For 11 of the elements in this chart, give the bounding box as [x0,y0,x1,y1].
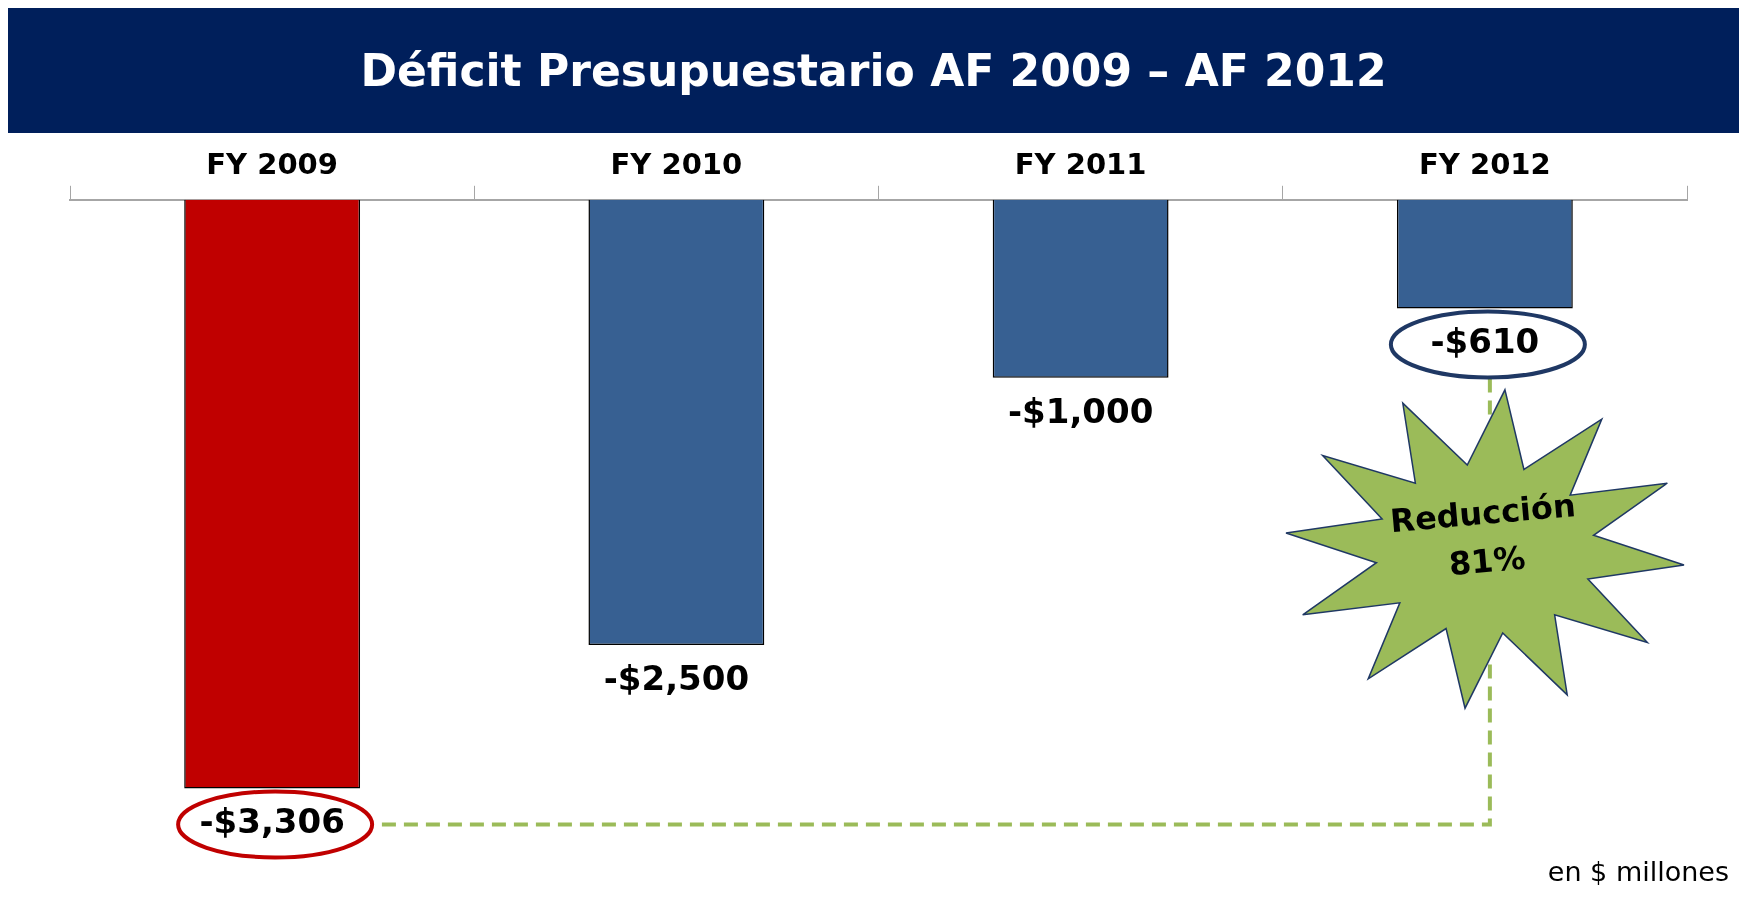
chart-title: Déficit Presupuestario AF 2009 – AF 2012 [8,8,1739,133]
data-label: -$2,500 [603,657,750,698]
x-tick-label: FY 2011 [1014,146,1147,181]
data-label: -$1,000 [1007,390,1154,431]
x-tick-label: FY 2010 [610,146,743,181]
data-label: -$610 [1430,321,1540,362]
x-tick-label: FY 2009 [206,146,338,181]
data-label: -$3,306 [199,801,345,842]
x-tick-label: FY 2012 [1419,146,1551,181]
text: en $ millones [1547,856,1729,887]
annotation: Reducción 81% [1387,485,1578,586]
